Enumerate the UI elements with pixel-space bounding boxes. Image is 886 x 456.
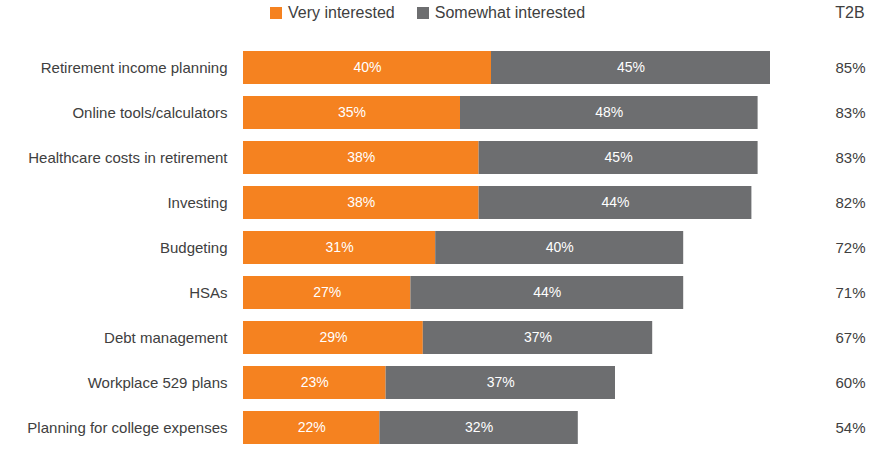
svg-text:29%: 29%	[319, 329, 347, 345]
svg-text:32%: 32%	[465, 419, 493, 435]
svg-text:Planning for college expenses: Planning for college expenses	[27, 419, 227, 436]
svg-text:27%: 27%	[313, 284, 341, 300]
svg-text:82%: 82%	[835, 194, 865, 211]
svg-text:54%: 54%	[835, 419, 865, 436]
svg-text:45%: 45%	[605, 149, 633, 165]
svg-text:40%: 40%	[546, 239, 574, 255]
svg-text:60%: 60%	[835, 374, 865, 391]
svg-text:Retirement income planning: Retirement income planning	[41, 59, 228, 76]
svg-text:37%: 37%	[487, 374, 515, 390]
svg-text:Healthcare costs in retirement: Healthcare costs in retirement	[28, 149, 228, 166]
svg-text:Investing: Investing	[167, 194, 227, 211]
svg-text:85%: 85%	[835, 59, 865, 76]
svg-text:45%: 45%	[617, 59, 645, 75]
svg-text:48%: 48%	[595, 104, 623, 120]
svg-text:40%: 40%	[353, 59, 381, 75]
svg-text:83%: 83%	[835, 104, 865, 121]
html-text:Very interested: Very interested	[288, 4, 395, 21]
svg-text:67%: 67%	[835, 329, 865, 346]
svg-text:Online tools/calculators: Online tools/calculators	[72, 104, 227, 121]
svg-text:35%: 35%	[338, 104, 366, 120]
svg-text:Budgeting: Budgeting	[160, 239, 228, 256]
svg-text:31%: 31%	[326, 239, 354, 255]
svg-text:22%: 22%	[298, 419, 326, 435]
svg-text:72%: 72%	[835, 239, 865, 256]
svg-text:44%: 44%	[533, 284, 561, 300]
svg-text:44%: 44%	[601, 194, 629, 210]
svg-text:71%: 71%	[835, 284, 865, 301]
html-text:T2B: T2B	[835, 4, 865, 21]
svg-text:38%: 38%	[347, 149, 375, 165]
svg-text:23%: 23%	[301, 374, 329, 390]
html-text:Somewhat interested: Somewhat interested	[434, 4, 585, 21]
svg-text:38%: 38%	[347, 194, 375, 210]
svg-text:Debt management: Debt management	[104, 329, 228, 346]
svg-text:HSAs: HSAs	[189, 284, 227, 301]
svg-text:83%: 83%	[835, 149, 865, 166]
svg-text:Workplace 529 plans: Workplace 529 plans	[88, 374, 228, 391]
svg-text:37%: 37%	[524, 329, 552, 345]
